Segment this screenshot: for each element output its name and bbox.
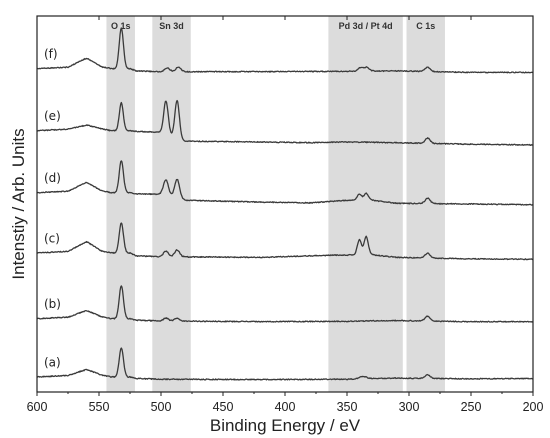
x-tick-label: 350	[337, 400, 358, 414]
spectrum-curve-5	[36, 27, 534, 74]
spectrum-curve-2	[36, 222, 534, 261]
y-axis-title: Intenstiy / Arb. Units	[9, 128, 28, 279]
x-tick-label: 500	[151, 400, 172, 414]
highlight-regions: O 1s Sn 3d Pd 3d / Pt 4d C 1s	[106, 16, 445, 392]
x-tick-label: 450	[213, 400, 234, 414]
region-label: O 1s	[111, 21, 131, 31]
region-band-2	[328, 16, 403, 392]
spectrum-curve-3	[36, 160, 534, 206]
curve-label: (e)	[44, 109, 61, 123]
x-tick-label: 600	[27, 400, 48, 414]
x-tick-label: 200	[523, 400, 544, 414]
curve-label: (f)	[44, 47, 58, 61]
curve-label: (a)	[44, 355, 61, 369]
spectra-curves: (a) (b) (c) (d) (e) (f)	[36, 27, 534, 381]
region-label: Pd 3d / Pt 4d	[339, 21, 393, 31]
curve-label: (d)	[44, 171, 61, 185]
curve-label: (c)	[44, 231, 60, 245]
region-label: C 1s	[416, 21, 435, 31]
region-label: Sn 3d	[159, 21, 184, 31]
spectrum-curve-1	[36, 285, 534, 323]
x-tick-label: 400	[275, 400, 296, 414]
region-band-1	[152, 16, 191, 392]
region-band-0	[106, 16, 135, 392]
spectrum-curve-0	[36, 347, 534, 381]
spectrum-curve-4	[36, 99, 534, 147]
curve-label: (b)	[44, 297, 61, 311]
x-tick-label: 250	[461, 400, 482, 414]
x-tick-label: 550	[89, 400, 110, 414]
x-tick-label: 300	[399, 400, 420, 414]
x-axis-title: Binding Energy / eV	[210, 416, 361, 435]
x-axis-ticks: 600 550 500 450 400 350 300 250 200	[27, 16, 544, 414]
